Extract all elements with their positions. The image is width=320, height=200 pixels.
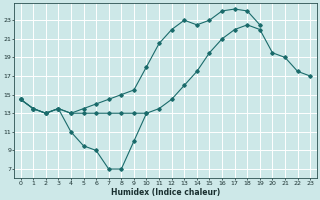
X-axis label: Humidex (Indice chaleur): Humidex (Indice chaleur) xyxy=(111,188,220,197)
